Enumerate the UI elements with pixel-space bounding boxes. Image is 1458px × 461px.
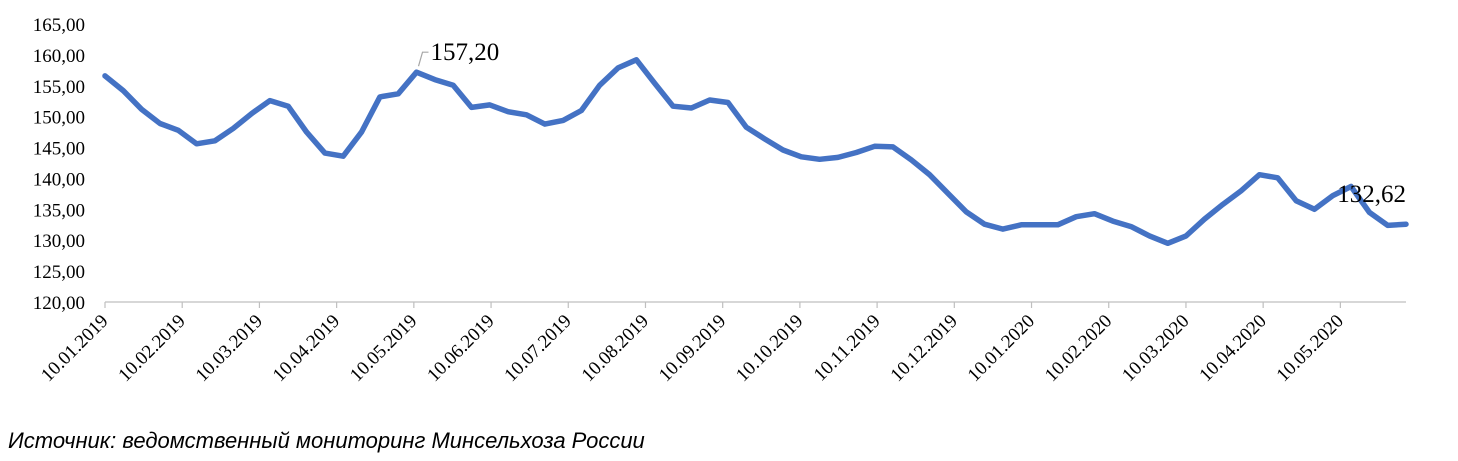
y-tick-label: 155,00 bbox=[33, 77, 85, 98]
x-tick-label: 10.04.2019 bbox=[269, 311, 344, 386]
x-tick-label: 10.10.2019 bbox=[732, 311, 807, 386]
x-tick-label: 10.03.2020 bbox=[1118, 311, 1193, 386]
source-note: Источник: ведомственный мониторинг Минсе… bbox=[8, 428, 645, 453]
x-tick-label: 10.05.2020 bbox=[1273, 311, 1348, 386]
y-tick-label: 165,00 bbox=[33, 15, 85, 36]
x-tick-label: 10.04.2020 bbox=[1195, 311, 1270, 386]
y-tick-label: 120,00 bbox=[33, 293, 85, 314]
line-chart: 120,00 125,00 130,00 135,00 140,00 145,00 150,… bbox=[33, 15, 1409, 386]
x-tick-label: 10.01.2019 bbox=[37, 311, 112, 386]
y-tick-label: 125,00 bbox=[33, 262, 85, 283]
x-tick-label: 10.07.2019 bbox=[500, 311, 575, 386]
data-label: 157,20 bbox=[431, 39, 500, 66]
x-tick-label: 10.06.2019 bbox=[423, 311, 498, 386]
y-tick-label: 150,00 bbox=[33, 108, 85, 129]
series-line bbox=[102, 57, 1409, 247]
x-axis-ticks: 10.01.2019 10.02.2019 10.03.2019 10.04.2019… bbox=[37, 302, 1348, 386]
y-tick-label: 145,00 bbox=[33, 139, 85, 160]
y-tick-label: 140,00 bbox=[33, 169, 85, 190]
x-tick-label: 10.11.2019 bbox=[810, 311, 885, 386]
x-tick-label: 10.12.2019 bbox=[887, 311, 962, 386]
y-tick-label: 160,00 bbox=[33, 46, 85, 67]
x-tick-label: 10.09.2019 bbox=[655, 311, 730, 386]
data-label: 132,62 bbox=[1337, 181, 1406, 208]
series-group bbox=[102, 57, 1409, 247]
x-tick-label: 10.03.2019 bbox=[192, 311, 267, 386]
y-tick-label: 130,00 bbox=[33, 231, 85, 252]
x-tick-label: 10.02.2019 bbox=[114, 311, 189, 386]
data-label-leader bbox=[417, 51, 429, 67]
data-labels: 157,20 132,62 bbox=[417, 39, 1406, 208]
x-tick-label: 10.02.2020 bbox=[1041, 311, 1116, 386]
chart-area: 120,00 125,00 130,00 135,00 140,00 145,00 150,… bbox=[33, 15, 1409, 386]
y-tick-label: 135,00 bbox=[33, 200, 85, 221]
x-tick-label: 10.08.2019 bbox=[578, 311, 653, 386]
y-axis: 120,00 125,00 130,00 135,00 140,00 145,00 150,… bbox=[33, 15, 85, 314]
x-tick-label: 10.01.2020 bbox=[964, 311, 1039, 386]
x-tick-label: 10.05.2019 bbox=[346, 311, 421, 386]
